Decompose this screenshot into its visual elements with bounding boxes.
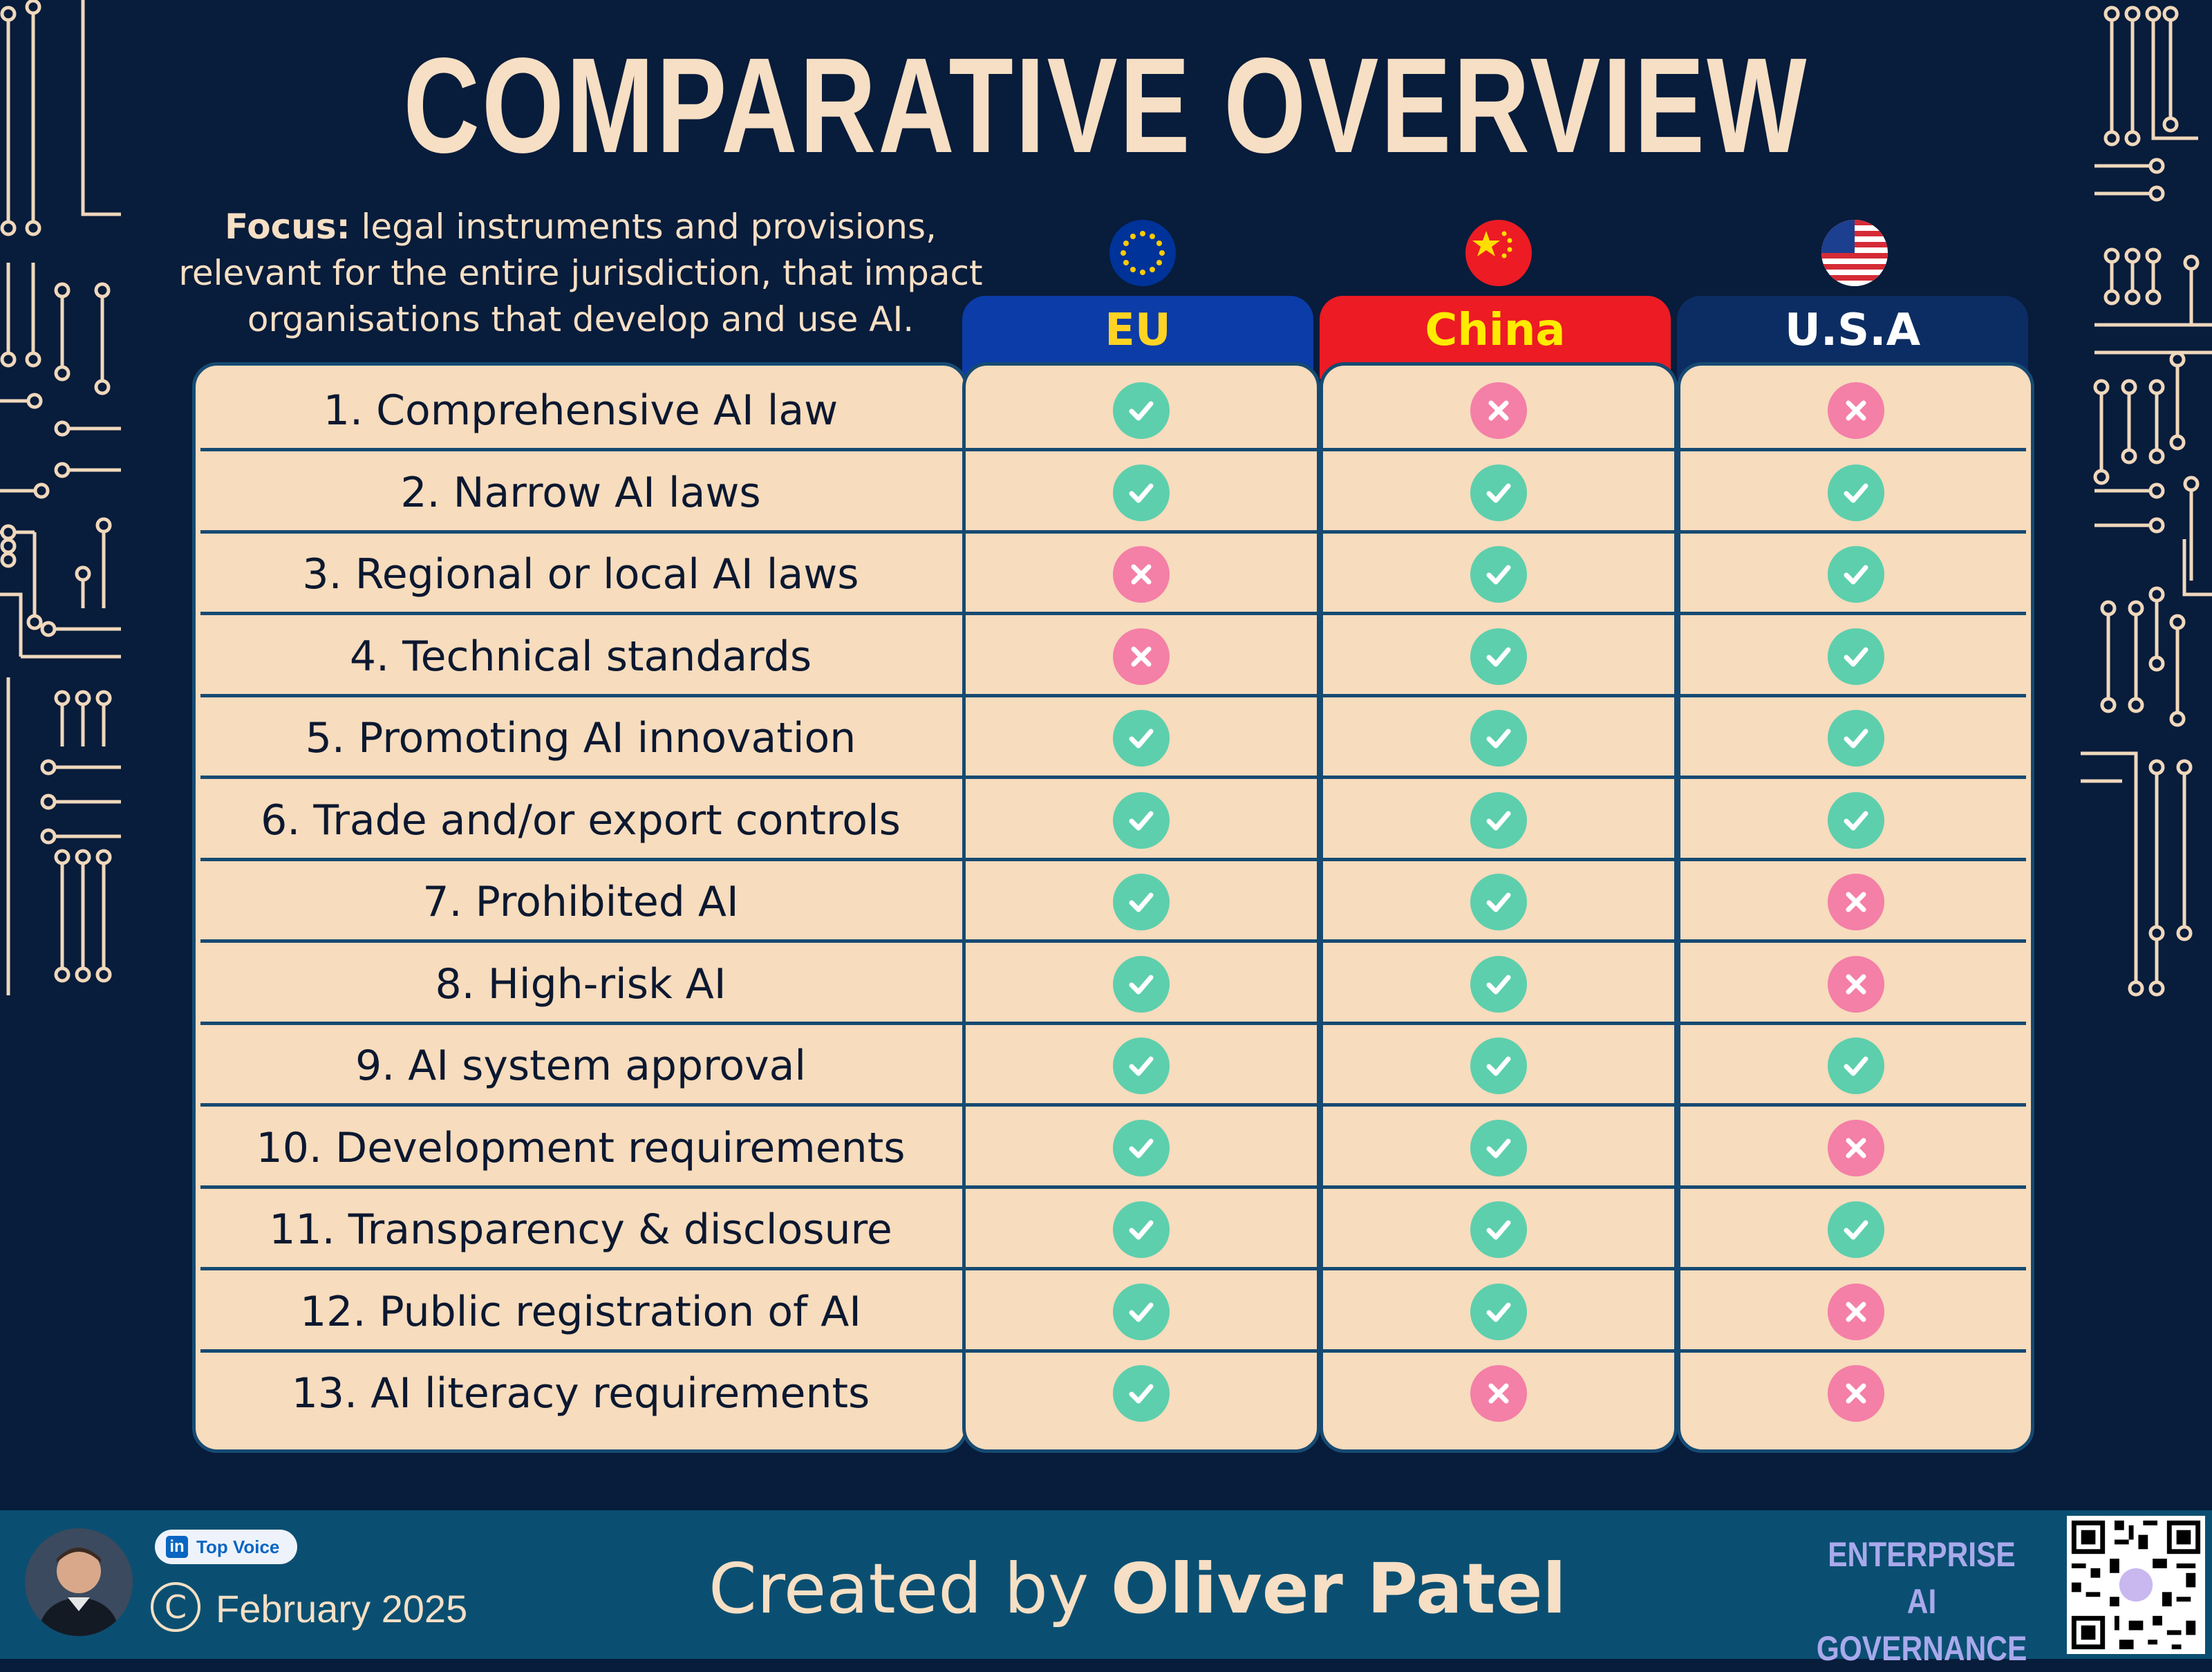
china-panel xyxy=(1320,362,1678,1453)
qr-code-icon[interactable] xyxy=(2067,1516,2205,1654)
circuit-decoration-left xyxy=(0,0,121,995)
eu-flag-icon xyxy=(1109,220,1176,286)
brand-line-2: AI GOVERNANCE xyxy=(1816,1582,2027,1668)
badge-label: Top Voice xyxy=(196,1536,280,1557)
created-prefix: Created by xyxy=(709,1548,1111,1629)
eu-panel xyxy=(962,362,1320,1453)
focus-text: legal instruments and provisions, releva… xyxy=(178,207,983,339)
footer: in Top Voice C February 2025 Created by … xyxy=(0,1510,2212,1668)
linkedin-icon: in xyxy=(166,1536,188,1558)
date: February 2025 xyxy=(216,1587,468,1631)
brand-logo: ENTERPRISE AI GOVERNANCE xyxy=(1804,1531,2039,1672)
created-by: Created by Oliver Patel xyxy=(709,1548,1566,1629)
copyright-icon: C xyxy=(151,1582,200,1632)
usa-panel xyxy=(1677,362,2034,1453)
china-flag-icon xyxy=(1465,220,1532,286)
author-photo-icon xyxy=(25,1528,133,1636)
top-voice-badge: in Top Voice xyxy=(155,1530,298,1564)
focus-label: Focus: xyxy=(225,207,350,247)
circuit-decoration-right xyxy=(2081,6,2212,997)
label-panel xyxy=(192,362,968,1453)
usa-flag-icon xyxy=(1821,220,1888,286)
focus-note: Focus: legal instruments and provisions,… xyxy=(173,204,988,343)
author-name: Oliver Patel xyxy=(1110,1548,1566,1629)
avatar xyxy=(25,1528,133,1636)
brand-line-1: ENTERPRISE xyxy=(1828,1535,2016,1574)
page-title: COMPARATIVE OVERVIEW xyxy=(403,30,1809,181)
